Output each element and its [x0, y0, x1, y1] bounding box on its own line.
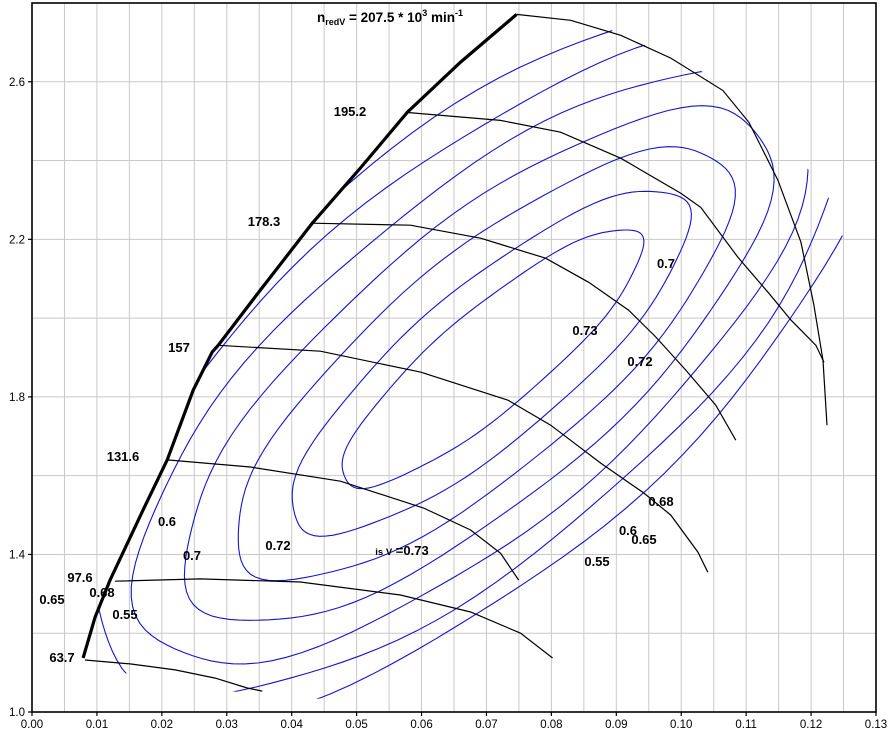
x-tick-label: 0.07	[475, 719, 497, 731]
speed-line-195.2	[407, 111, 825, 363]
efficiency-contour-0.7	[237, 146, 736, 582]
y-tick-label: 1.0	[9, 707, 25, 719]
efficiency-label: 0.68	[89, 585, 114, 600]
efficiency-label: 0.55	[584, 554, 609, 569]
x-tick-label: 0.08	[540, 719, 562, 731]
gridlines	[32, 3, 876, 712]
efficiency-contour-0.65	[130, 67, 809, 665]
x-tick-label: 0.12	[800, 719, 822, 731]
x-tick-label: 0.00	[21, 719, 43, 731]
y-tick-label: 1.4	[9, 549, 26, 561]
annotations: 63.7 97.6 131.6 157 178.3 195.2 0.65 0.68 0.55 0.…	[39, 104, 675, 665]
surge-line	[81, 13, 518, 659]
speed-line-label: 178.3	[248, 214, 281, 229]
axes: 0.00 0.01 0.02 0.03 0.04 0.05 0.06 0.07 0.08 0.09…	[9, 2, 887, 731]
x-tick-label: 0.09	[605, 719, 627, 731]
speed-line-label: 97.6	[67, 570, 92, 585]
speed-line-label: 195.2	[334, 104, 367, 119]
speed-line-207.5	[516, 13, 828, 426]
speed-line-63.7	[84, 659, 263, 692]
speed-line-label: 131.6	[107, 449, 140, 464]
speed-line-97.6	[115, 578, 553, 659]
speed-lines	[84, 13, 828, 692]
efficiency-label: 0.65	[39, 592, 64, 607]
efficiency-label: is V =0.73	[375, 543, 428, 558]
plot-border	[31, 2, 877, 713]
efficiency-label: 0.73	[572, 323, 597, 338]
x-tick-label: 0.03	[216, 719, 238, 731]
x-tick-label: 0.13	[865, 719, 887, 731]
efficiency-label: 0.68	[648, 494, 673, 509]
speed-line-178.3	[312, 222, 737, 441]
speed-line-157	[218, 344, 709, 573]
efficiency-label: 0.72	[265, 538, 290, 553]
x-tick-label: 0.06	[410, 719, 432, 731]
efficiency-contour-0.55	[83, 12, 866, 700]
efficiency-label: 0.6	[619, 523, 637, 538]
x-tick-label: 0.11	[735, 719, 757, 731]
efficiency-label: 0.55	[112, 607, 137, 622]
x-tick-label: 0.04	[280, 719, 303, 731]
efficiency-contour-0.73	[341, 229, 645, 490]
x-tick-label: 0.01	[86, 719, 108, 731]
efficiency-label: 0.7	[183, 548, 201, 563]
speed-line-label: 63.7	[49, 650, 74, 665]
x-tick-label: 0.05	[345, 719, 367, 731]
efficiency-contour-0.68	[183, 105, 775, 621]
y-tick-label: 1.8	[9, 392, 25, 404]
efficiency-contour-0.6	[95, 32, 849, 698]
efficiency-label: 0.6	[158, 514, 176, 529]
efficiency-label: 0.65	[631, 532, 656, 547]
y-tick-label: 2.2	[9, 234, 25, 246]
chart-title: nredV = 207.5 * 103 min-1	[317, 8, 463, 27]
speed-line-label: 157	[168, 340, 190, 355]
efficiency-contour-0.72	[291, 190, 692, 537]
efficiency-label: 0.72	[627, 354, 652, 369]
speed-line-131.6	[167, 459, 520, 581]
x-tick-label: 0.10	[670, 719, 692, 731]
x-tick-label: 0.02	[151, 719, 173, 731]
efficiency-label: 0.7	[657, 256, 675, 271]
y-tick-label: 2.6	[9, 77, 25, 89]
efficiency-contours	[83, 12, 866, 700]
